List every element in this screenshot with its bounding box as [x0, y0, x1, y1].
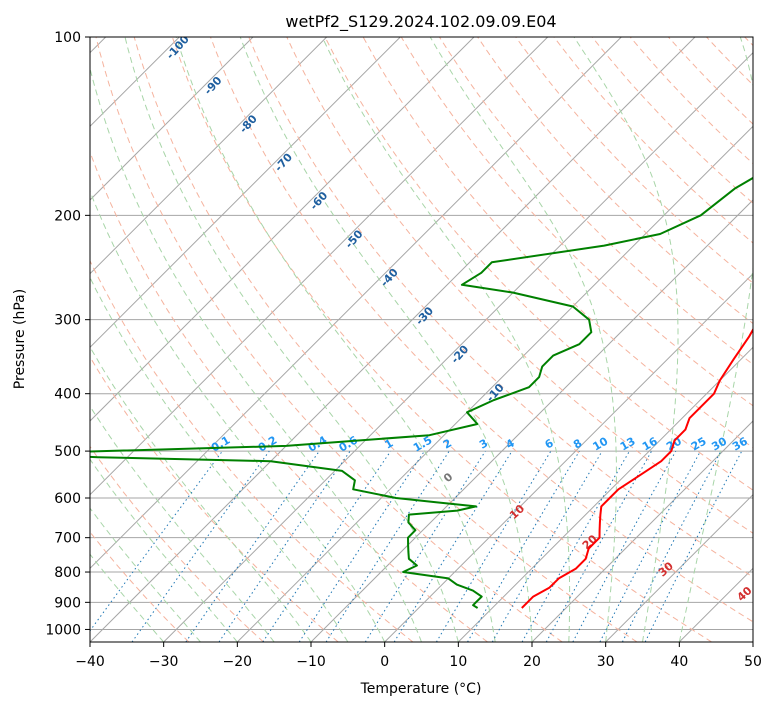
x-tick-label: 40 [670, 654, 688, 670]
moist-adiabat-line [175, 37, 496, 642]
plot-frame [89, 36, 754, 643]
moist-adiabat-line [90, 276, 349, 642]
isotherm-line [90, 37, 549, 496]
x-tick-label: −40 [75, 654, 105, 670]
temperature-profile-line [521, 327, 753, 609]
isotherm-line [90, 37, 328, 275]
y-tick-label: 900 [54, 595, 81, 611]
isotherm-line [90, 37, 401, 349]
moist-adiabat-line [678, 37, 753, 642]
y-tick-label: 800 [54, 565, 81, 581]
y-tick-label: 500 [54, 444, 81, 460]
dry-adiabat-line [400, 37, 753, 407]
chart-title: wetPf2_S129.2024.102.09.09.E04 [285, 12, 556, 32]
mixing-ratio-line [131, 450, 270, 642]
dry-adiabat-line [133, 37, 638, 642]
x-axis-title: Temperature (°C) [360, 681, 482, 697]
moist-adiabat-line [90, 346, 312, 642]
x-tick-label: −10 [296, 654, 326, 670]
isotherm-line [236, 125, 753, 642]
dry-adiabat-line [591, 37, 753, 204]
y-axis-title: Pressure (hPa) [12, 289, 28, 389]
y-tick-label: 600 [54, 491, 81, 507]
mixing-ratio-line [325, 450, 450, 642]
dry-adiabat-line [210, 37, 753, 623]
mixing-ratio-line [572, 450, 677, 642]
moist-adiabat-line [90, 507, 201, 642]
dewpoint-profile-line [90, 176, 753, 609]
isotherm-line [605, 493, 753, 642]
moist-adiabat-line [321, 37, 571, 642]
sounding-profiles [90, 176, 753, 609]
mixing-ratio-line [435, 450, 552, 642]
dry-adiabat-line [171, 37, 712, 642]
mixing-ratio-line [491, 450, 603, 642]
x-tick-label: 30 [597, 654, 615, 670]
isotherm-line [531, 420, 753, 642]
dry-adiabat-line [90, 259, 414, 642]
y-tick-label: 200 [54, 208, 81, 224]
x-tick-label: −20 [223, 654, 253, 670]
dry-adiabat-line [324, 37, 753, 491]
mixing-ratio-line [467, 450, 580, 642]
isotherm-line [90, 37, 622, 570]
mixing-ratio-line [364, 450, 486, 642]
plot-area: 0.1 0.2 0.4 0.6 1 1.5 2 3 4 6 8 10 13 16 20 25 30 36-100-… [90, 37, 755, 642]
x-tick-label: 10 [449, 654, 467, 670]
y-tick-label: 100 [54, 30, 81, 46]
mixing-ratio-line [545, 450, 653, 642]
isotherm-line [163, 51, 753, 642]
dry-adiabat-line [90, 445, 264, 642]
mixing-ratio-line [393, 450, 513, 642]
mixing-ratio-line [90, 450, 223, 632]
mixing-ratio-line [298, 450, 425, 642]
isotherm-line [457, 346, 753, 642]
background-lines [90, 37, 753, 642]
dry-adiabat-line [95, 37, 563, 642]
moist-adiabat-line [90, 405, 275, 642]
x-tick-label: 0 [380, 654, 389, 670]
x-tick-label: 20 [523, 654, 541, 670]
mixing-ratio-line [185, 450, 320, 642]
x-tick-label: 50 [744, 654, 762, 670]
mixing-ratio-line [521, 450, 630, 642]
dry-adiabat-line [477, 37, 753, 325]
isotherm-line [90, 37, 475, 422]
y-tick-label: 700 [54, 531, 81, 547]
moist-adiabat-line [90, 458, 238, 642]
isotherm-line [90, 37, 254, 201]
moist-adiabat-line [90, 66, 422, 642]
dry-adiabat-line [248, 37, 753, 578]
moist-adiabat-line [90, 553, 165, 642]
y-tick-label: 1000 [45, 622, 81, 638]
moist-adiabat-line [90, 189, 386, 642]
moist-adiabat-line [573, 37, 679, 642]
dry-adiabat-line [515, 37, 753, 284]
y-tick-label: 300 [54, 313, 81, 329]
isotherm-line [384, 272, 753, 642]
dry-adiabat-line [362, 37, 753, 449]
moist-adiabat-line [124, 37, 459, 642]
moist-adiabat-line [429, 37, 617, 642]
y-tick-label: 400 [54, 387, 81, 403]
axes: −40 −30 −20 −10 0 10 20 30 40 50 100 200 300 400 500 60… [45, 30, 762, 670]
moist-adiabat-label: 40 [735, 584, 755, 604]
dry-adiabat-line [629, 37, 753, 165]
x-tick-label: −30 [149, 654, 179, 670]
